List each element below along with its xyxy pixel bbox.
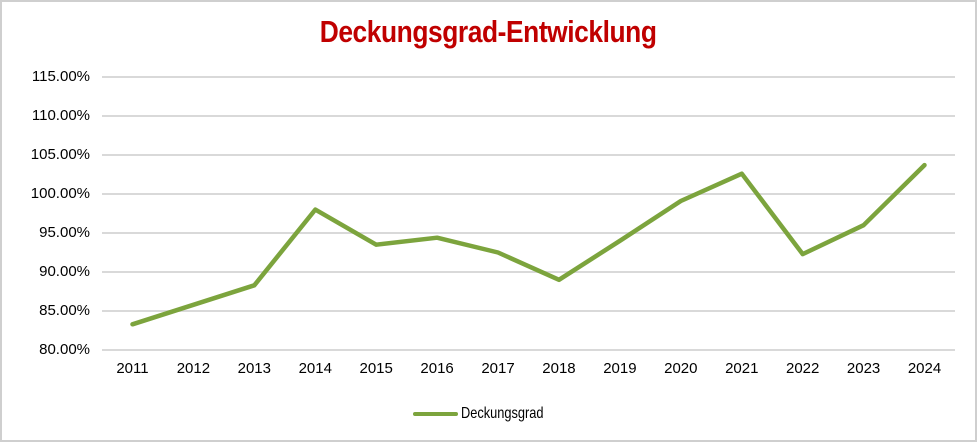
y-axis-tick-label: 85.00% [39,302,90,319]
x-axis-tick-label: 2023 [846,360,881,377]
gridline [102,271,955,273]
x-axis-tick-label: 2020 [664,360,698,377]
gridline [102,232,955,234]
y-axis-tick-label: 105.00% [30,146,90,163]
x-axis-tick-label: 2011 [116,360,149,377]
x-axis-tick-label: 2017 [481,360,515,377]
data-line-deckungsgrad [130,162,927,327]
legend-series-label: Deckungsgrad [460,405,544,422]
x-axis-tick-label: 2024 [907,360,942,377]
x-axis-tick-label: 2018 [542,360,576,377]
gridline [102,76,955,78]
gridline [102,154,955,156]
x-axis-tick-label: 2015 [359,360,393,377]
x-axis-tick-label: 2014 [298,360,332,377]
x-axis-tick-label: 2016 [420,360,454,377]
y-axis-tick-label: 115.00% [31,68,90,85]
gridline [102,193,955,195]
chart-title: Deckungsgrad-Entwicklung [2,14,975,50]
y-axis-tick-label: 95.00% [39,224,90,241]
chart-title-text: Deckungsgrad-Entwicklung [320,14,657,49]
y-axis-tick-label: 80.00% [39,341,90,358]
x-axis-tick-label: 2012 [176,360,211,377]
x-axis-tick-label: 2019 [603,360,637,377]
y-axis-tick-label: 100.00% [30,185,90,202]
legend-line-marker [412,411,458,417]
y-axis-tick-label: 90.00% [39,263,90,280]
legend: Deckungsgrad [2,403,975,425]
gridline [102,115,955,117]
x-axis-tick-label: 2013 [237,360,271,377]
gridline [102,310,955,312]
y-axis-tick-label: 110.00% [31,107,90,124]
x-axis-tick-label: 2022 [785,360,820,377]
x-axis-tick-label: 2021 [725,360,759,377]
gridline [102,349,955,351]
